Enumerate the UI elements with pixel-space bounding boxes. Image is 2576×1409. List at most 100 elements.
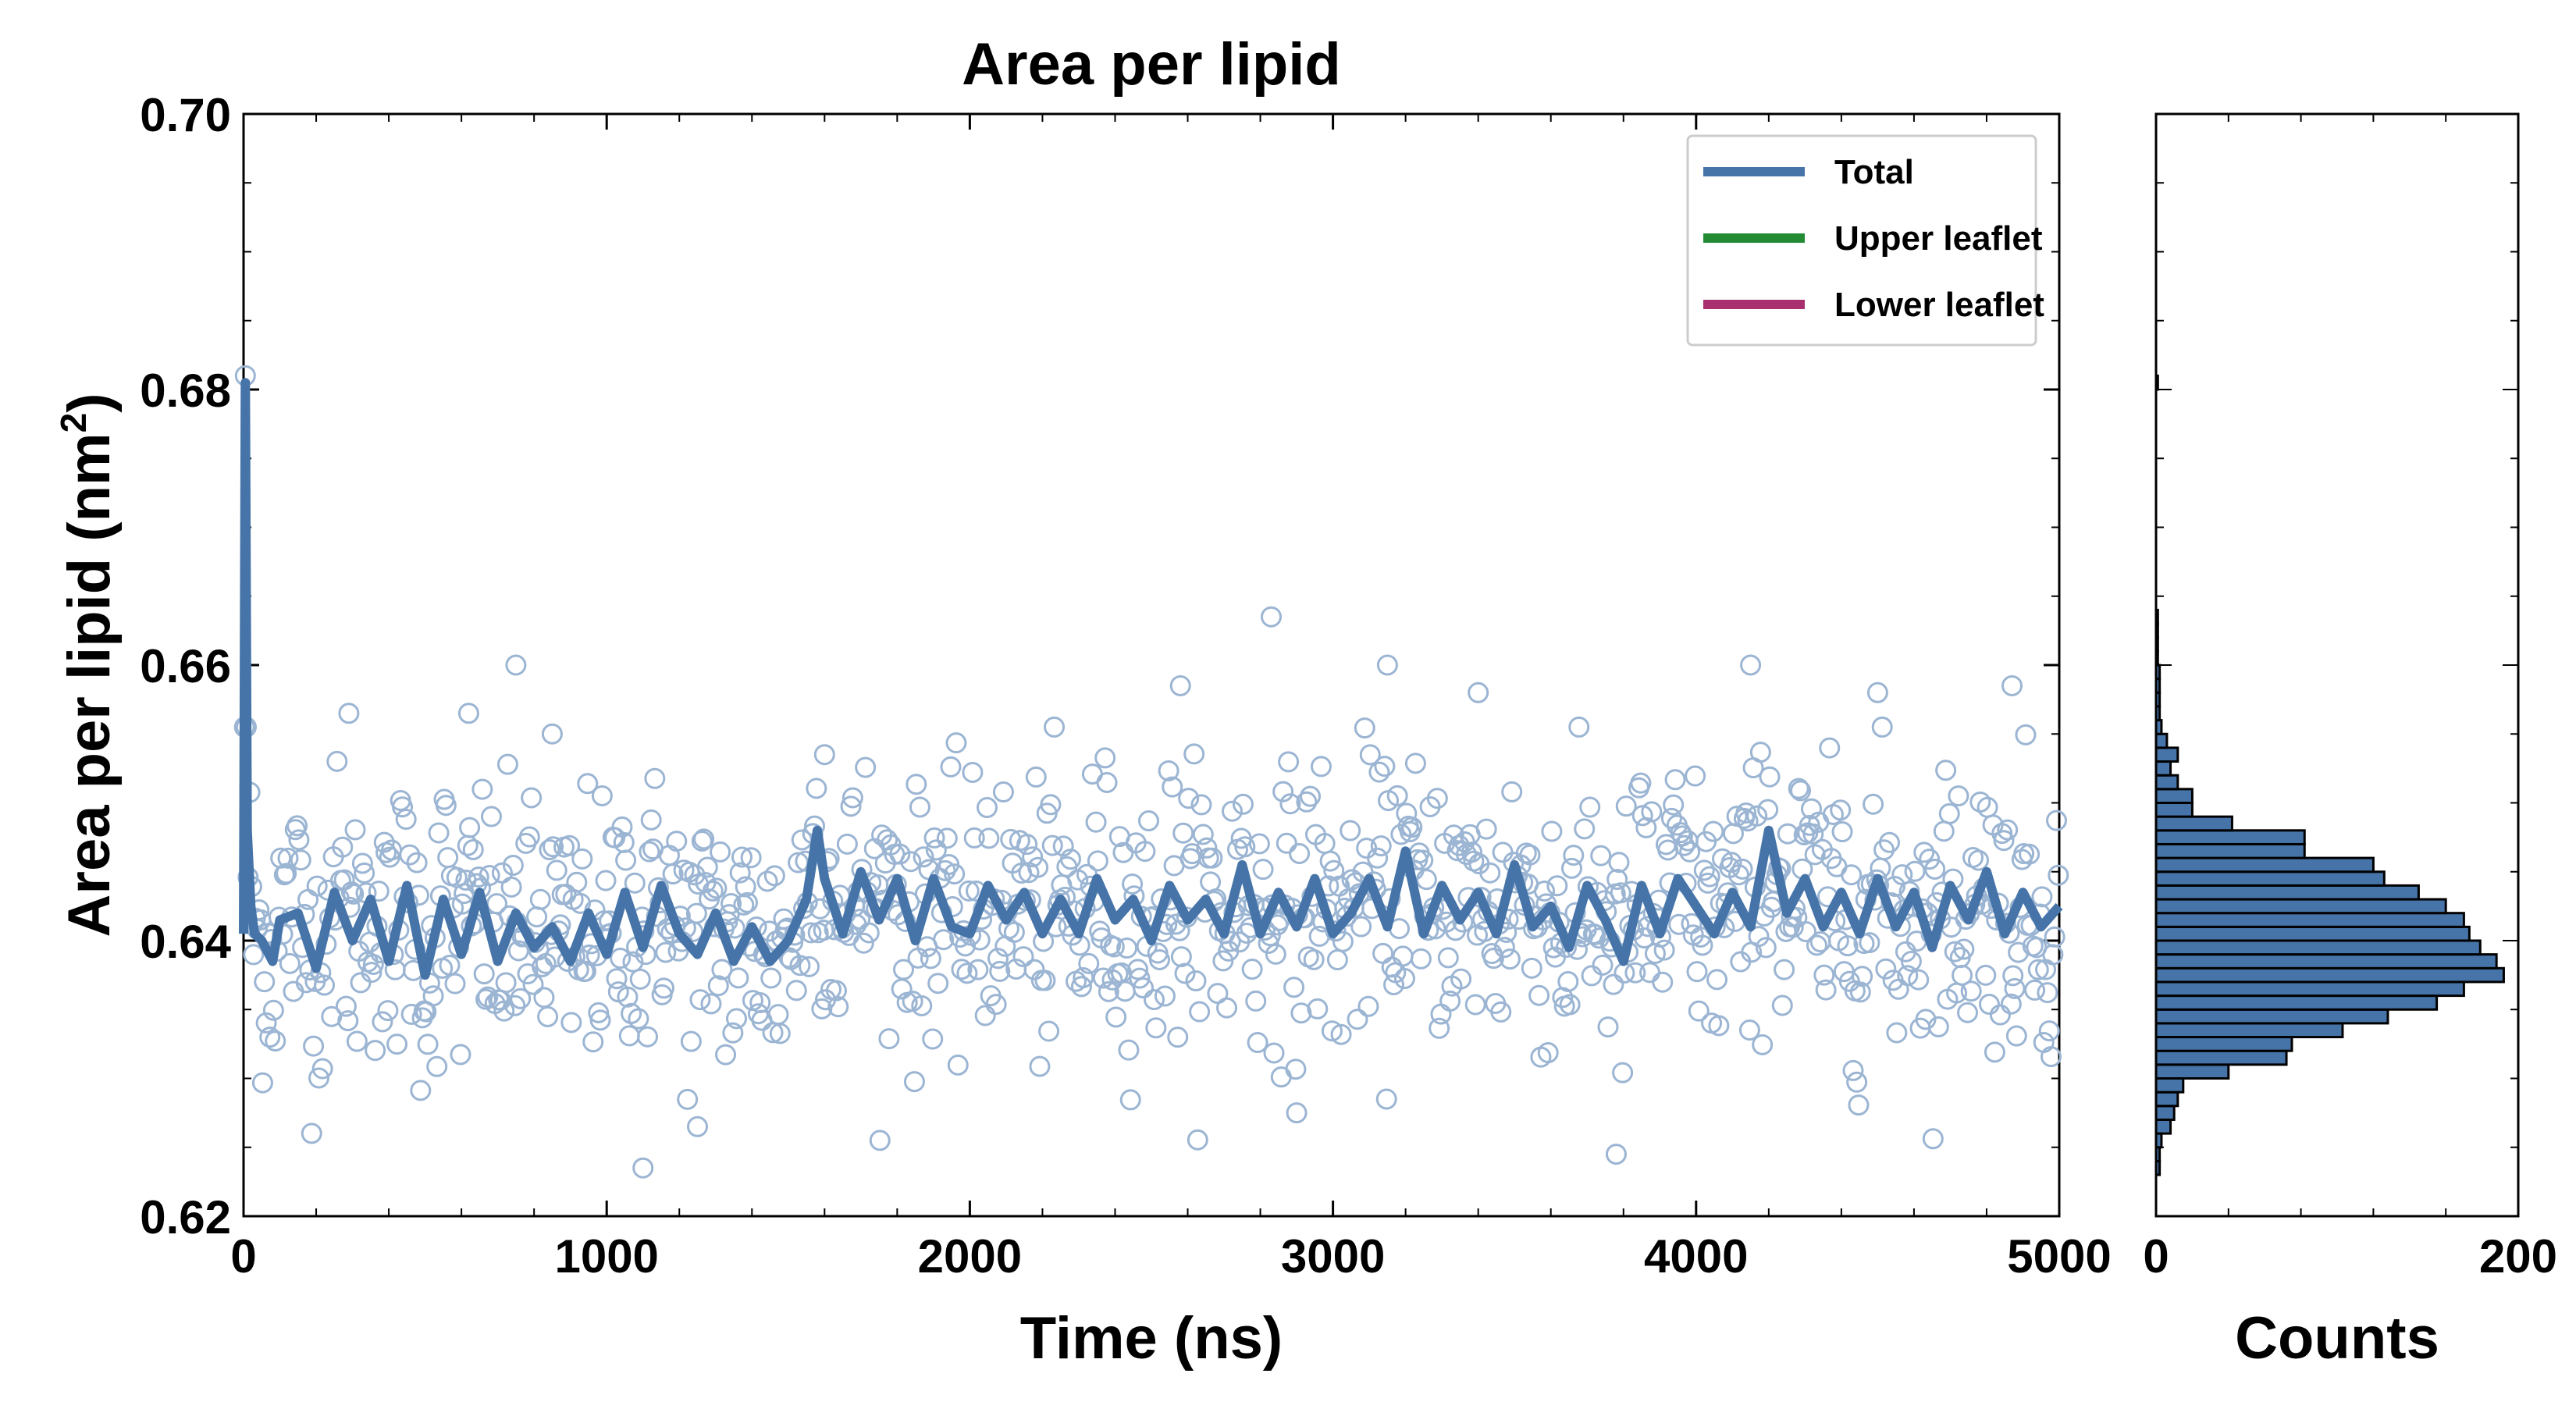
scatter-point — [629, 968, 651, 990]
scatter-point — [1303, 948, 1325, 970]
histogram-bar — [2154, 788, 2194, 804]
scatter-point — [1439, 990, 1461, 1012]
histogram-bar — [2154, 1091, 2179, 1108]
scatter-point — [1614, 962, 1635, 984]
scatter-point — [578, 944, 600, 966]
scatter-outlier — [632, 1157, 654, 1179]
scatter-point — [1248, 833, 1270, 855]
scatter-point — [1285, 1059, 1307, 1080]
scatter-point — [1653, 939, 1675, 961]
scatter-point — [2044, 926, 2065, 948]
scatter-point — [276, 863, 297, 884]
scatter-point — [1437, 947, 1459, 969]
scatter-point — [985, 994, 1007, 1016]
scatter-point — [1997, 819, 2019, 841]
scatter-point — [526, 906, 548, 928]
scatter-point — [1759, 766, 1781, 788]
scatter-point — [262, 999, 284, 1021]
scatter-point — [951, 959, 973, 980]
scatter-point — [2037, 982, 2058, 1004]
histogram-bar — [2154, 870, 2386, 887]
scatter-point — [1450, 968, 1472, 990]
scatter-point — [1492, 841, 1514, 863]
scatter-point — [1559, 994, 1581, 1016]
histogram-bar — [2154, 1063, 2230, 1080]
histogram-bar — [2154, 815, 2233, 832]
scatter-point — [1809, 931, 1831, 953]
histogram-bar — [2154, 1146, 2161, 1162]
scatter-point — [767, 1004, 789, 1026]
scatter-point — [340, 881, 362, 903]
scatter-point — [1904, 860, 1926, 882]
scatter-outlier — [2001, 674, 2023, 696]
histogram-bar — [2154, 829, 2306, 845]
scatter-point — [1133, 977, 1155, 999]
scatter-point — [1016, 834, 1038, 856]
scatter-point — [1415, 869, 1437, 891]
scatter-point — [731, 846, 753, 868]
scatter-point — [763, 865, 785, 887]
scatter-point — [702, 880, 724, 902]
scatter-point — [1023, 959, 1045, 980]
scatter-point — [2002, 965, 2024, 987]
scatter-point — [1012, 946, 1034, 968]
scatter-point — [335, 995, 357, 1017]
scatter-point — [852, 932, 874, 954]
scatter-point — [1875, 958, 1897, 980]
scatter-point — [1624, 962, 1646, 984]
scatter-point — [987, 948, 1009, 970]
scatter-point — [277, 847, 299, 869]
scatter-outlier — [687, 1115, 708, 1137]
histogram-bar — [2154, 1049, 2288, 1066]
scatter-point — [1201, 847, 1223, 869]
scatter-point — [373, 831, 395, 853]
scatter-point — [1846, 1071, 1868, 1093]
scatter-point — [878, 1028, 900, 1050]
scatter-point — [537, 1005, 559, 1027]
scatter-point — [1027, 856, 1049, 878]
scatter-point — [2005, 1025, 2027, 1047]
scatter-point — [435, 795, 457, 817]
scatter-point — [720, 893, 742, 915]
scatter-point — [428, 822, 450, 844]
scatter-point — [827, 996, 849, 1018]
main-ticks: 0 1000 2000 3000 4000 5000 0.62 0.64 0.66 0.68 0.7… — [140, 89, 2112, 1283]
scatter-point — [473, 963, 495, 985]
scatter-point — [571, 848, 593, 870]
scatter-point — [1070, 976, 1092, 998]
scatter-point — [1674, 834, 1695, 856]
scatter-point — [591, 785, 613, 806]
scatter-point — [945, 732, 967, 754]
scatter-point — [368, 881, 390, 902]
x-tick-label: 4000 — [1644, 1230, 1748, 1283]
scatter-point — [395, 809, 417, 831]
scatter-point — [736, 891, 758, 913]
histogram-bar — [2154, 374, 2159, 391]
histogram-bar — [2154, 1077, 2185, 1094]
scatter-point — [533, 987, 555, 1009]
scatter-point — [270, 847, 292, 869]
scatter-point — [726, 1008, 748, 1030]
scatter-point — [308, 1067, 330, 1089]
scatter-point — [2031, 886, 2053, 908]
scatter-outlier — [1866, 681, 1888, 703]
scatter-point — [254, 971, 276, 993]
scatter-point — [677, 1088, 699, 1110]
scatter-point — [1372, 942, 1394, 964]
scatter-point — [496, 753, 518, 775]
scatter-point — [1788, 777, 1809, 799]
scatter-point — [314, 974, 336, 996]
scatter-point — [1270, 1066, 1292, 1088]
scatter-point — [869, 1130, 891, 1151]
scatter-point — [422, 985, 444, 1007]
scatter-point — [1245, 990, 1267, 1012]
scatter-point — [337, 1010, 359, 1032]
scatter-point — [1933, 820, 1955, 842]
scatter-point — [769, 1023, 791, 1044]
y-axis-label-main: Area per lipid (nm — [56, 432, 123, 937]
scatter-point — [480, 806, 502, 827]
scatter-point — [595, 870, 617, 891]
scatter-point — [1116, 938, 1138, 959]
scatter-point — [265, 1030, 286, 1052]
scatter-point — [962, 761, 984, 783]
